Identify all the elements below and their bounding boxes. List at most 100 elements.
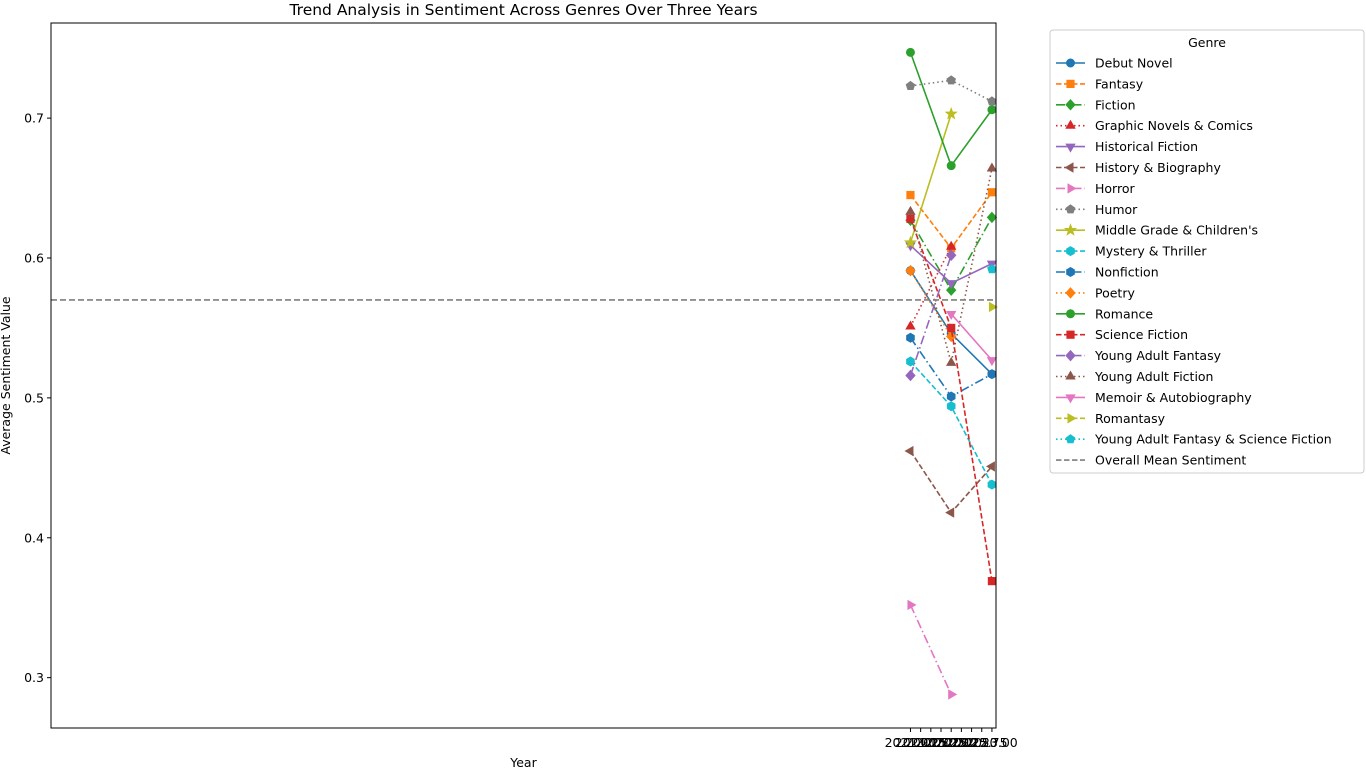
legend-item-young-adult-fantasy: Young Adult Fantasy (1056, 348, 1222, 363)
legend-label: Humor (1095, 202, 1138, 217)
data-point (945, 507, 955, 518)
legend-marker (1066, 58, 1075, 68)
legend-item-fiction: Fiction (1056, 97, 1136, 112)
data-point (986, 211, 998, 224)
data-point (987, 479, 997, 490)
data-point (987, 96, 997, 106)
legend-marker (1066, 79, 1075, 89)
data-point (907, 599, 917, 611)
plot-frame (50, 22, 997, 729)
legend: Genre Debut Novel Fantasy Fiction Graphic N… (1049, 29, 1365, 474)
legend-item-history-biography: History & Biography (1056, 160, 1221, 175)
series-line (909, 254, 952, 376)
series-romance (905, 47, 997, 171)
series-line (909, 246, 952, 327)
legend-label: Fantasy (1095, 76, 1144, 91)
data-point (946, 391, 956, 402)
legend-label: Middle Grade & Children's (1095, 223, 1258, 238)
data-point (947, 323, 956, 333)
series-young-adult-fantasy (905, 249, 957, 382)
data-point (905, 369, 916, 382)
legend-item-fantasy: Fantasy (1056, 76, 1144, 91)
data-point (944, 106, 958, 120)
chart-title: Trend Analysis in Sentiment Across Genre… (288, 1, 757, 19)
legend-item-horror: Horror (1056, 181, 1135, 196)
data-point (906, 190, 915, 200)
legend-item-romance: Romance (1056, 306, 1153, 321)
legend-title: Genre (1188, 35, 1226, 50)
series-graphic-novels-comics (905, 240, 957, 330)
series-horror (907, 599, 958, 700)
legend-marker (1063, 223, 1078, 236)
legend-label: Historical Fiction (1095, 139, 1198, 154)
series-humor (905, 75, 997, 106)
legend-marker (1066, 309, 1075, 319)
data-point (906, 214, 915, 223)
series-line (909, 270, 952, 337)
legend-item-humor: Humor (1056, 202, 1138, 217)
series-line (909, 113, 952, 243)
series-mystery-thriller (906, 356, 997, 490)
legend-marker (1066, 246, 1075, 257)
series-young-adult-fantasy-science-fiction (987, 264, 997, 274)
legend-label: Graphic Novels & Comics (1095, 118, 1253, 133)
x-axis-label: Year (509, 755, 537, 770)
y-tick-label: 0.4 (24, 530, 44, 545)
legend-label: Poetry (1095, 285, 1135, 300)
legend-item-nonfiction: Nonfiction (1056, 265, 1159, 280)
legend-label: History & Biography (1095, 160, 1221, 175)
data-point (988, 301, 998, 313)
data-point (946, 75, 956, 85)
legend-label: Young Adult Fantasy & Science Fiction (1094, 432, 1332, 447)
legend-item-young-adult-fantasy-science-fiction: Young Adult Fantasy & Science Fiction (1056, 432, 1332, 447)
legend-label: Overall Mean Sentiment (1095, 453, 1246, 468)
series-nonfiction (906, 332, 997, 402)
legend-label: Romantasy (1095, 411, 1166, 426)
data-point (987, 264, 997, 274)
legend-label: Nonfiction (1095, 265, 1159, 280)
data-point (945, 240, 957, 250)
legend-marker (1065, 119, 1076, 129)
series-history-biography (904, 445, 995, 518)
legend-item-overall-mean-sentiment: Overall Mean Sentiment (1056, 453, 1246, 468)
legend-label: Fiction (1095, 97, 1136, 112)
x-tick-label: 2022.75 (956, 735, 1008, 750)
legend-item-poetry: Poetry (1056, 285, 1135, 300)
data-point (905, 47, 915, 57)
y-axis: 0.3 0.4 0.5 0.6 0.7 (24, 111, 51, 685)
series-young-adult-fiction (905, 162, 998, 366)
data-point (946, 330, 957, 343)
legend-marker (1065, 434, 1076, 444)
legend-frame (1049, 29, 1365, 474)
data-point (945, 310, 957, 320)
legend-item-historical-fiction: Historical Fiction (1056, 139, 1198, 154)
data-point (906, 332, 915, 343)
legend-marker (1066, 330, 1075, 339)
series-line (909, 604, 952, 695)
legend-item-memoir-autobiography: Memoir & Autobiography (1056, 390, 1252, 405)
data-point (905, 205, 916, 215)
legend-marker (1067, 183, 1077, 194)
data-point (945, 280, 957, 290)
legend-marker (1064, 162, 1074, 173)
x-tick-label: 2021.25 (895, 735, 947, 750)
legend-marker (1065, 99, 1076, 111)
legend-marker (1067, 413, 1077, 424)
data-point (985, 461, 995, 472)
x-tick-label: 2021.00 (885, 735, 937, 750)
data-point (987, 369, 997, 380)
legend-marker (1065, 349, 1076, 362)
y-axis-label: Average Sentiment Value (0, 296, 13, 455)
x-tick-label: 2022.50 (946, 735, 998, 750)
y-tick-label: 0.7 (24, 111, 44, 126)
series-line (909, 168, 993, 364)
data-point (987, 188, 997, 197)
series-line (909, 217, 993, 292)
legend-label: Young Adult Fantasy (1094, 348, 1222, 363)
data-point (945, 356, 957, 366)
data-point (946, 249, 957, 261)
data-point (905, 80, 916, 91)
data-point (946, 401, 956, 412)
legend-marker (1065, 394, 1076, 404)
legend-marker (1066, 267, 1075, 277)
